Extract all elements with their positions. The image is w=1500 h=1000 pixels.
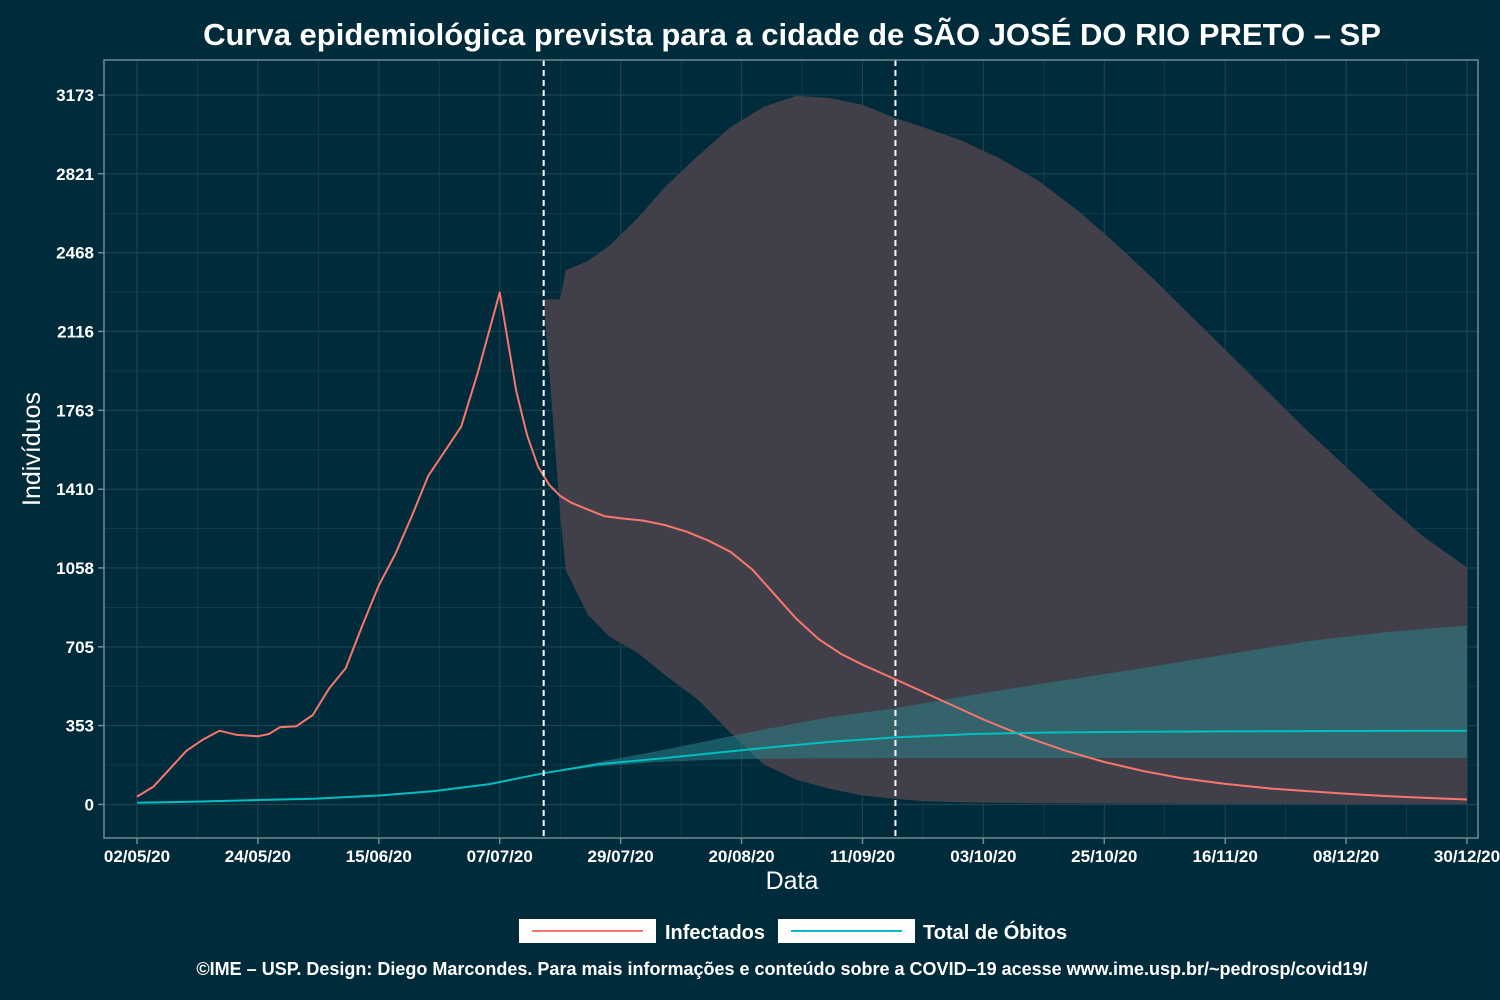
footer-credit: ©IME – USP. Design: Diego Marcondes. Par… — [196, 959, 1367, 979]
y-tick-label: 3173 — [56, 86, 94, 105]
band-infectados — [543, 95, 1467, 805]
legend-label: Total de Óbitos — [923, 920, 1067, 944]
x-tick-label: 08/12/20 — [1313, 847, 1379, 866]
x-tick-label: 11/09/20 — [830, 847, 895, 866]
x-tick-label: 02/05/20 — [104, 847, 170, 866]
series-line-total-de-bitos — [136, 729, 1468, 804]
legend: Infectados Total de Óbitos — [519, 919, 1067, 944]
x-axis: 02/05/20 24/05/20 15/06/20 07/07/20 29/07/20… — [104, 838, 1500, 866]
y-axis: 0 353 705 1058 1410 1763 2116 2468 2821 3173 — [56, 86, 104, 814]
y-tick-label: 1058 — [56, 559, 94, 578]
x-axis-title: Data — [766, 867, 819, 895]
y-tick-label: 1410 — [56, 480, 94, 499]
y-tick-label: 2821 — [56, 165, 94, 184]
x-tick-label: 15/06/20 — [346, 847, 412, 866]
x-tick-label: 25/10/20 — [1071, 847, 1137, 866]
legend-label: Infectados — [665, 922, 765, 944]
series-line-infectados — [136, 291, 1468, 801]
x-tick-label: 24/05/20 — [225, 847, 291, 866]
y-tick-label: 1763 — [56, 401, 94, 420]
y-tick-label: 705 — [66, 638, 94, 657]
band-total-de-bitos — [543, 625, 1467, 774]
y-tick-label: 0 — [85, 795, 94, 814]
y-tick-label: 2116 — [57, 322, 94, 341]
x-tick-label: 07/07/20 — [467, 847, 533, 866]
x-tick-label: 30/12/20 — [1434, 847, 1500, 866]
series-lines — [136, 291, 1468, 804]
confidence-bands — [543, 95, 1467, 805]
chart-title: Curva epidemiológica prevista para a cid… — [203, 17, 1381, 52]
x-tick-label: 29/07/20 — [588, 847, 654, 866]
x-tick-label: 20/08/20 — [708, 847, 774, 866]
plot-border — [103, 59, 1479, 839]
y-tick-label: 2468 — [56, 244, 94, 263]
x-tick-label: 03/10/20 — [950, 847, 1016, 866]
x-tick-label: 16/11/20 — [1193, 847, 1258, 866]
y-tick-label: 353 — [66, 717, 94, 736]
y-axis-title: Indivíduos — [18, 392, 46, 506]
